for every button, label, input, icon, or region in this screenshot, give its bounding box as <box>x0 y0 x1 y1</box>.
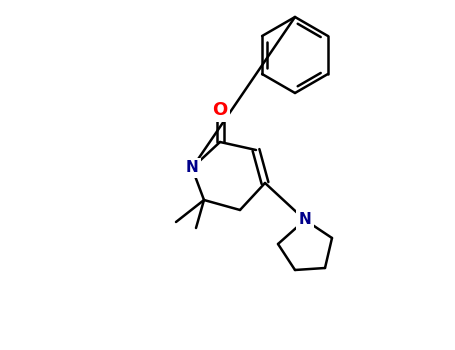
Text: N: N <box>186 161 198 175</box>
Text: N: N <box>298 212 311 228</box>
Text: O: O <box>212 101 228 119</box>
